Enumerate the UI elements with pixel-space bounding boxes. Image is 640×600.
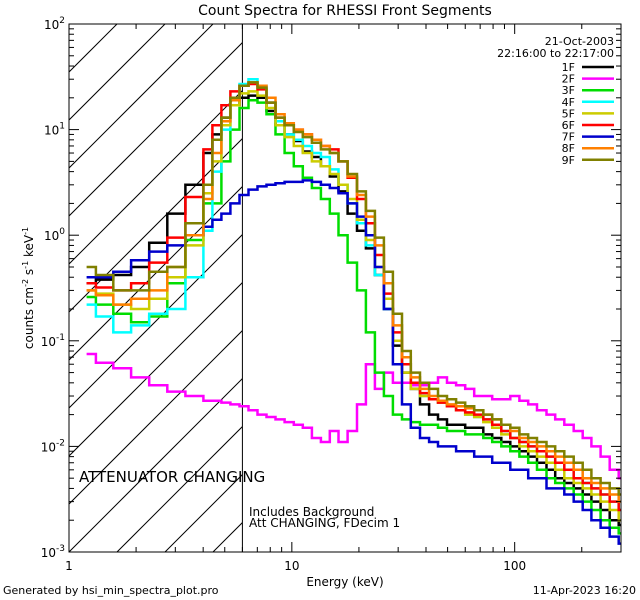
hatch-line (69, 281, 243, 457)
series-line-5F (86, 90, 621, 522)
y-tick-label: 10-1 (41, 333, 65, 349)
hatch-line (69, 41, 243, 217)
y-tick-label: 100 (44, 227, 65, 243)
legend-label-4F: 4F (562, 96, 575, 109)
note-background: Includes Background (249, 505, 374, 519)
hatch-line (69, 329, 243, 505)
series-line-8F (86, 81, 621, 503)
y-label-mid2: keV (22, 234, 36, 261)
legend-label-7F: 7F (562, 131, 575, 144)
x-tick-label: 10 (284, 559, 299, 573)
y-axis-label: counts cm-2 s-1 keV-1 (21, 227, 36, 349)
y-label-base: counts cm (22, 287, 36, 349)
x-tick-label: 100 (503, 559, 526, 573)
hatch-line (69, 377, 243, 552)
x-tick-label: 1 (65, 559, 73, 573)
y-label-exp2: -1 (21, 261, 30, 269)
legend-label-2F: 2F (562, 73, 575, 86)
hatch-line (69, 233, 243, 409)
time-range-label: 22:16:00 to 22:17:00 (497, 47, 614, 60)
plot-frame (68, 23, 622, 553)
y-tick-label: 102 (44, 16, 65, 32)
y-tick-label: 10-3 (41, 544, 65, 560)
footer-timestamp: 11-Apr-2023 16:20 (533, 584, 636, 597)
y-tick-label: 10-2 (41, 438, 65, 454)
series-line-6F (86, 82, 621, 512)
hatch-line (69, 185, 243, 361)
series-line-3F (86, 98, 621, 535)
hatch-line (69, 137, 243, 313)
x-axis: 1 10 100 (65, 24, 622, 573)
note-attenuator: Att CHANGING, FDecim 1 (249, 516, 400, 530)
series-line-2F (86, 352, 621, 480)
attenuator-label: ATTENUATOR CHANGING (79, 468, 265, 486)
series-line-9F (86, 81, 621, 496)
y-tick-label: 101 (44, 122, 65, 138)
x-axis-label: Energy (keV) (306, 575, 383, 589)
chart-title: Count Spectra for RHESSI Front Segments (198, 3, 492, 19)
legend-label-1F: 1F (562, 61, 575, 74)
series-layer (86, 77, 621, 545)
date-label: 21-Oct-2003 (545, 35, 614, 48)
y-label-exp3: -1 (21, 227, 30, 235)
legend-label-6F: 6F (562, 119, 575, 132)
legend-label-3F: 3F (562, 84, 575, 97)
legend-label-5F: 5F (562, 107, 575, 120)
hatch-line (69, 24, 166, 121)
hatch-line (212, 521, 243, 552)
legend-label-8F: 8F (562, 142, 575, 155)
footer-generator: Generated by hsi_min_spectra_plot.pro (3, 584, 219, 597)
hatch-line (116, 425, 243, 552)
legend-label-9F: 9F (562, 154, 575, 167)
y-label-exp1: -2 (21, 279, 30, 287)
y-axis: 10-3 10-2 10-1 100 101 102 (41, 16, 621, 560)
y-label-mid: s (22, 269, 36, 279)
hatch-line (69, 24, 214, 169)
